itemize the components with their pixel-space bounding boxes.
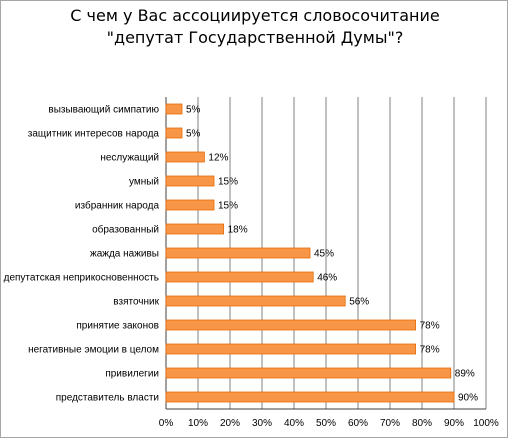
x-tick-label-50: 50% [316,418,336,429]
value-labels: 5% 5% 12% 15% 15% 18% 45% 46% 56% 78% 78% 89% 90% [186,105,478,404]
value-label-8: 56% [349,297,369,308]
chart-title-line-2: "депутат Государственной Думы"? [106,28,404,47]
category-label-3: умный [129,177,159,188]
bar-11 [165,367,452,379]
value-label-11: 89% [455,369,475,380]
value-label-7: 46% [317,273,337,284]
category-label-4: избранник народа [75,200,160,212]
x-axis-tick-labels: 0% 10% 20% 30% 40% 50% 60% 70% 80% 90% 100% [159,418,499,429]
x-tick-label-30: 30% [252,418,272,429]
value-label-1: 5% [186,129,201,140]
bar-0 [165,103,183,115]
value-label-12: 90% [458,393,478,404]
grid-lines [165,97,487,410]
chart-title: С чем у Вас ассоциируется словосочитание… [1,5,508,49]
bar-2 [165,151,205,163]
category-label-8: взяточник [113,297,159,308]
value-label-10: 78% [420,345,440,356]
bar-6 [165,247,311,259]
bar-7 [165,271,314,283]
value-label-3: 15% [218,177,238,188]
bar-1 [165,127,183,139]
value-label-9: 78% [420,321,440,332]
category-label-1: защитник интересов народа [28,129,160,140]
category-label-11: привилегии [105,369,159,380]
bar-8 [165,295,346,307]
bar-12 [165,391,455,403]
x-tick-label-10: 10% [188,418,208,429]
bar-5 [165,223,224,235]
x-tick-label-70: 70% [380,418,400,429]
x-tick-label-20: 20% [220,418,240,429]
value-label-6: 45% [314,249,334,260]
category-label-6: жажда наживы [90,249,159,260]
category-labels: вызывающий симпатию защитник интересов на… [4,105,160,404]
category-label-2: неслужащий [100,153,159,164]
value-label-5: 18% [228,225,248,236]
bar-3 [165,175,215,187]
category-label-10: негативные эмоции в целом [28,345,159,356]
bar-4 [165,199,215,211]
value-label-0: 5% [186,105,201,116]
category-label-7: депутатская неприкосновенность [4,273,159,284]
chart-title-line-1: С чем у Вас ассоциируется словосочитание [70,6,440,25]
category-label-12: представитель власти [56,393,159,404]
x-tick-label-100: 100% [473,418,499,429]
bar-10 [165,343,417,355]
category-label-9: принятие законов [76,321,159,332]
bars [165,103,455,403]
x-tick-label-60: 60% [348,418,368,429]
value-label-4: 15% [218,201,238,212]
bar-9 [165,319,417,331]
category-label-5: образованный [92,224,159,236]
x-tick-label-80: 80% [412,418,432,429]
x-tick-label-90: 90% [444,418,464,429]
value-label-2: 12% [208,153,228,164]
x-tick-label-40: 40% [284,418,304,429]
x-tick-label-0: 0% [159,418,174,429]
category-label-0: вызывающий симпатию [48,105,159,116]
